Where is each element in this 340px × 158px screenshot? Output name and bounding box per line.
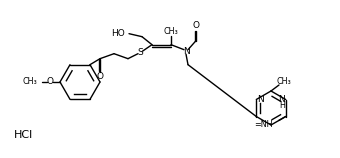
Text: =NH: =NH [254,120,273,129]
Text: CH₃: CH₃ [22,78,37,86]
Text: N: N [278,95,285,104]
Text: H: H [279,101,285,110]
Text: HO: HO [111,29,125,38]
Text: O: O [47,78,53,86]
Text: S: S [137,48,143,57]
Text: CH₃: CH₃ [164,27,178,36]
Text: N: N [183,47,189,56]
Text: O: O [192,21,200,30]
Text: CH₃: CH₃ [277,78,291,86]
Text: O: O [97,72,103,81]
Text: N: N [257,95,264,104]
Text: HCl: HCl [14,130,33,140]
